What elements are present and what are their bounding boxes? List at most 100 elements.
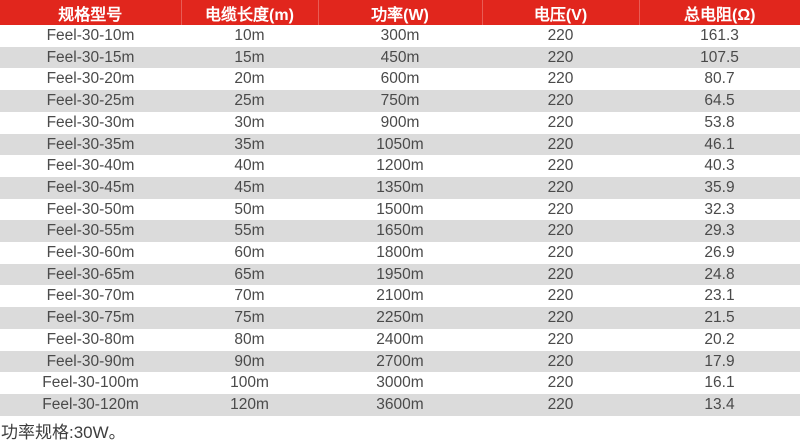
- cell-resistance: 46.1: [639, 133, 800, 156]
- cell-power: 2400m: [318, 328, 482, 351]
- cell-power: 600m: [318, 68, 482, 91]
- cell-model: Feel-30-80m: [0, 328, 181, 351]
- cell-power: 1500m: [318, 198, 482, 221]
- cell-model: Feel-30-45m: [0, 176, 181, 199]
- cell-length: 100m: [181, 372, 318, 394]
- cell-resistance: 161.3: [639, 25, 800, 47]
- cell-model: Feel-30-55m: [0, 220, 181, 243]
- cell-voltage: 220: [482, 198, 639, 221]
- cell-length: 10m: [181, 25, 318, 47]
- table-row: Feel-30-120m 120m 3600m 220 13.4: [0, 393, 800, 416]
- cell-resistance: 32.3: [639, 198, 800, 221]
- table-row: Feel-30-75m 75m 2250m 220 21.5: [0, 307, 800, 329]
- cell-power: 1350m: [318, 176, 482, 199]
- col-header-resistance: 总电阻(Ω): [638, 0, 800, 25]
- cell-voltage: 220: [482, 285, 639, 308]
- cell-power: 300m: [318, 25, 482, 47]
- cell-length: 90m: [181, 350, 318, 373]
- table-row: Feel-30-55m 55m 1650m 220 29.3: [0, 220, 800, 243]
- cell-model: Feel-30-10m: [0, 25, 181, 47]
- cell-length: 70m: [181, 285, 318, 308]
- cell-voltage: 220: [482, 46, 639, 69]
- cell-resistance: 35.9: [639, 176, 800, 199]
- cell-length: 50m: [181, 198, 318, 221]
- cell-length: 15m: [181, 46, 318, 69]
- table-row: Feel-30-90m 90m 2700m 220 17.9: [0, 350, 800, 373]
- table-row: Feel-30-40m 40m 1200m 220 40.3: [0, 155, 800, 177]
- cell-resistance: 107.5: [639, 46, 800, 69]
- cell-voltage: 220: [482, 220, 639, 243]
- cell-voltage: 220: [482, 372, 639, 394]
- cell-length: 60m: [181, 242, 318, 264]
- table-row: Feel-30-80m 80m 2400m 220 20.2: [0, 328, 800, 351]
- cell-model: Feel-30-25m: [0, 90, 181, 112]
- cell-model: Feel-30-120m: [0, 393, 181, 416]
- cell-voltage: 220: [482, 393, 639, 416]
- cell-resistance: 23.1: [639, 285, 800, 308]
- table-row: Feel-30-10m 10m 300m 220 161.3: [0, 25, 800, 47]
- cell-length: 80m: [181, 328, 318, 351]
- cell-power: 3600m: [318, 393, 482, 416]
- cell-voltage: 220: [482, 350, 639, 373]
- cell-power: 2100m: [318, 285, 482, 308]
- cell-model: Feel-30-20m: [0, 68, 181, 91]
- table-row: Feel-30-20m 20m 600m 220 80.7: [0, 68, 800, 91]
- table-row: Feel-30-15m 15m 450m 220 107.5: [0, 46, 800, 69]
- table-row: Feel-30-45m 45m 1350m 220 35.9: [0, 176, 800, 199]
- cell-model: Feel-30-60m: [0, 242, 181, 264]
- cell-resistance: 64.5: [639, 90, 800, 112]
- cell-model: Feel-30-90m: [0, 350, 181, 373]
- cell-resistance: 80.7: [639, 68, 800, 91]
- cell-voltage: 220: [482, 68, 639, 91]
- table-row: Feel-30-65m 65m 1950m 220 24.8: [0, 263, 800, 286]
- cell-power: 2250m: [318, 307, 482, 329]
- table-row: Feel-30-35m 35m 1050m 220 46.1: [0, 133, 800, 156]
- cell-model: Feel-30-30m: [0, 111, 181, 134]
- spec-table-header: 规格型号 电缆长度(m) 功率(W) 电压(V) 总电阻(Ω): [0, 0, 800, 25]
- cell-model: Feel-30-35m: [0, 133, 181, 156]
- cell-voltage: 220: [482, 90, 639, 112]
- footer-note: 功率规格:30W。: [1, 422, 126, 442]
- cell-length: 75m: [181, 307, 318, 329]
- cell-length: 65m: [181, 263, 318, 286]
- cell-resistance: 26.9: [639, 242, 800, 264]
- cell-model: Feel-30-50m: [0, 198, 181, 221]
- cell-resistance: 13.4: [639, 393, 800, 416]
- table-row: Feel-30-60m 60m 1800m 220 26.9: [0, 242, 800, 264]
- cell-power: 450m: [318, 46, 482, 69]
- cell-voltage: 220: [482, 111, 639, 134]
- cell-model: Feel-30-15m: [0, 46, 181, 69]
- table-row: Feel-30-30m 30m 900m 220 53.8: [0, 111, 800, 134]
- table-row: Feel-30-70m 70m 2100m 220 23.1: [0, 285, 800, 308]
- cell-voltage: 220: [482, 242, 639, 264]
- cell-model: Feel-30-70m: [0, 285, 181, 308]
- col-header-power: 功率(W): [317, 0, 482, 25]
- cell-voltage: 220: [482, 263, 639, 286]
- cell-length: 25m: [181, 90, 318, 112]
- cell-length: 35m: [181, 133, 318, 156]
- cell-length: 45m: [181, 176, 318, 199]
- cell-resistance: 16.1: [639, 372, 800, 394]
- cell-voltage: 220: [482, 328, 639, 351]
- spec-table-body: Feel-30-10m 10m 300m 220 161.3 Feel-30-15m 15m…: [0, 25, 800, 416]
- cell-power: 1050m: [318, 133, 482, 156]
- cell-voltage: 220: [482, 307, 639, 329]
- cell-model: Feel-30-100m: [0, 372, 181, 394]
- cell-resistance: 21.5: [639, 307, 800, 329]
- cell-voltage: 220: [482, 25, 639, 47]
- cell-voltage: 220: [482, 155, 639, 177]
- col-header-model: 规格型号: [0, 0, 181, 25]
- header-row: 规格型号 电缆长度(m) 功率(W) 电压(V) 总电阻(Ω): [0, 0, 800, 25]
- cell-power: 1200m: [318, 155, 482, 177]
- col-header-voltage: 电压(V): [481, 0, 639, 25]
- cell-power: 1950m: [318, 263, 482, 286]
- cell-resistance: 17.9: [639, 350, 800, 373]
- cell-power: 900m: [318, 111, 482, 134]
- cell-resistance: 20.2: [639, 328, 800, 351]
- cell-length: 30m: [181, 111, 318, 134]
- table-row: Feel-30-25m 25m 750m 220 64.5: [0, 90, 800, 112]
- cell-power: 750m: [318, 90, 482, 112]
- cell-resistance: 40.3: [639, 155, 800, 177]
- cell-length: 40m: [181, 155, 318, 177]
- cell-length: 20m: [181, 68, 318, 91]
